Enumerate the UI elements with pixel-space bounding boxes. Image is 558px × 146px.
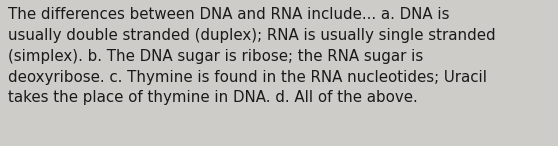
Text: The differences between DNA and RNA include... a. DNA is
usually double stranded: The differences between DNA and RNA incl… <box>8 7 496 105</box>
